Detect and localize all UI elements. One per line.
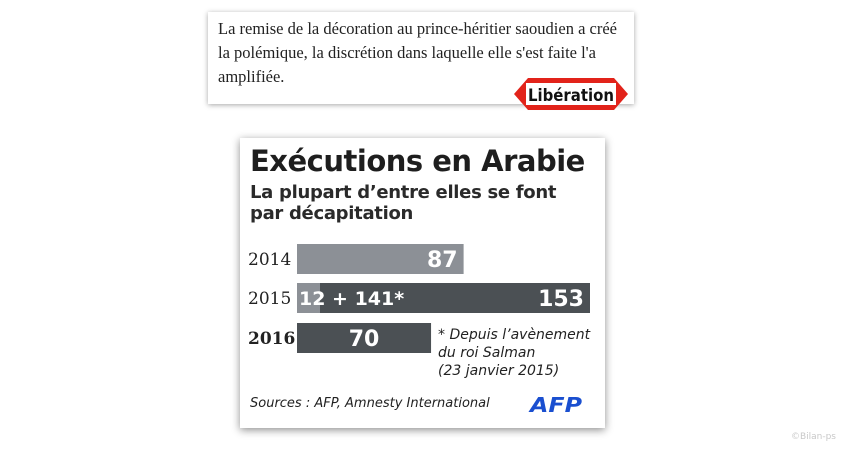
quote-text: La remise de la décoration au prince-hér… <box>218 19 617 86</box>
chart-title: Exécutions en Arabie <box>250 144 585 178</box>
logo-text: Libération <box>528 86 614 106</box>
bar-2016-value-label: 70 <box>349 327 380 352</box>
bar-2014 <box>297 244 464 274</box>
quote-card: La remise de la décoration au prince-hér… <box>208 12 634 110</box>
chart-footnote: * Depuis l’avènement du roi Salman (23 j… <box>438 327 591 379</box>
chart-card: Exécutions en Arabie La plupart d’entre … <box>240 138 605 428</box>
bar-2015-segment-label: 12 + 141* <box>299 288 404 310</box>
bar-chart: 2014 87 2015 12 + 141* 153 2016 70 <box>248 244 590 353</box>
bar-2015-after-salman <box>319 283 590 313</box>
chart-subtitle: La plupart d’entre elles se font par déc… <box>250 182 557 224</box>
afp-logo: AFP <box>528 393 583 416</box>
bar-2015-value-label: 153 <box>538 287 584 312</box>
year-label-2015: 2015 <box>248 289 291 309</box>
liberation-logo: Libération <box>514 78 628 110</box>
afp-logo-text: AFP <box>528 393 583 416</box>
bar-2015-before-salman <box>297 283 320 313</box>
bar-2016 <box>297 323 432 353</box>
watermark: ©Bilan-ps <box>790 432 836 442</box>
chart-sources: Sources : AFP, Amnesty International <box>250 396 490 411</box>
bar-2014-value-label: 87 <box>427 248 458 273</box>
year-label-2014: 2014 <box>248 250 291 270</box>
year-label-2016: 2016 <box>248 329 295 349</box>
